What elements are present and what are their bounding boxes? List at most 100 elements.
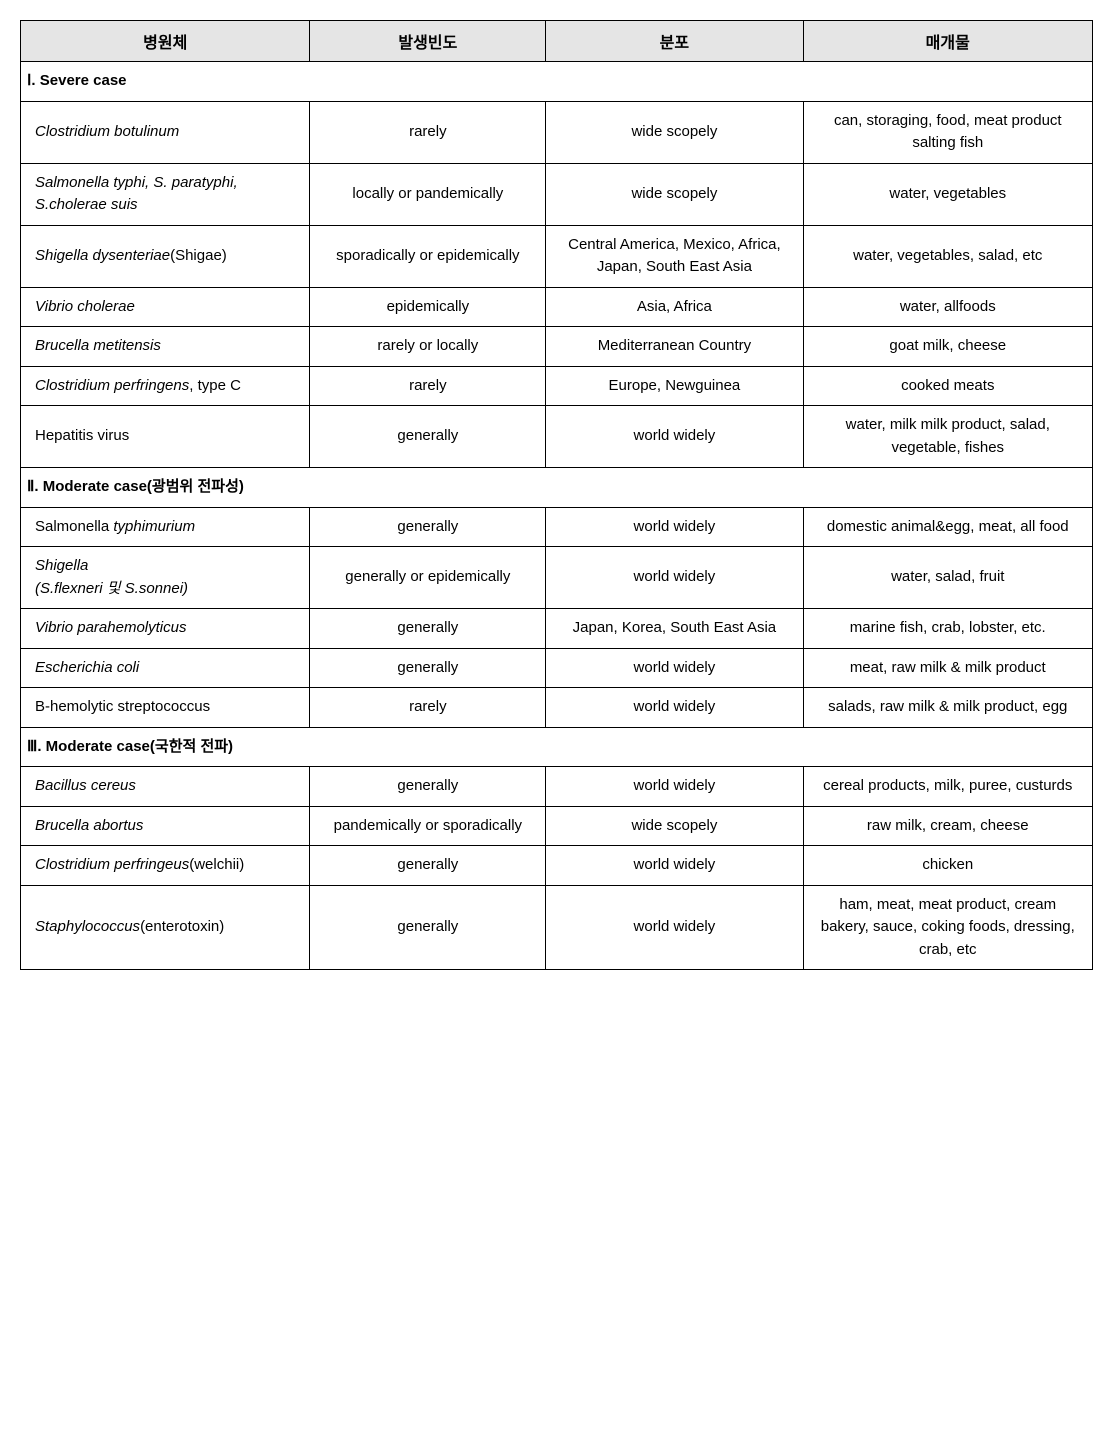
table-row: B-hemolytic streptococcusrarelyworld wid… bbox=[21, 688, 1093, 728]
pathogen-italic: Clostridium perfringeus bbox=[35, 856, 189, 873]
cell-frequency: rarely bbox=[310, 366, 546, 406]
table-row: Hepatitis virusgenerallyworld widelywate… bbox=[21, 406, 1093, 468]
pathogen-italic: Brucella abortus bbox=[35, 817, 143, 834]
cell-vehicle: water, milk milk product, salad, vegetab… bbox=[803, 406, 1092, 468]
pathogen-italic: Salmonella typhi, S. paratyphi, S.choler… bbox=[35, 174, 238, 214]
table-header: 병원체 발생빈도 분포 매개물 bbox=[21, 21, 1093, 62]
cell-pathogen: Shigella dysenteriae(Shigae) bbox=[21, 225, 310, 287]
cell-pathogen: Hepatitis virus bbox=[21, 406, 310, 468]
cell-vehicle: cereal products, milk, puree, custurds bbox=[803, 767, 1092, 807]
cell-frequency: generally bbox=[310, 609, 546, 649]
pathogen-text: Salmonella bbox=[35, 518, 113, 535]
cell-vehicle: ham, meat, meat product, cream bakery, s… bbox=[803, 885, 1092, 970]
cell-vehicle: water, allfoods bbox=[803, 287, 1092, 327]
table-row: Shigella(S.flexneri 및 S.sonnei)generally… bbox=[21, 547, 1093, 609]
pathogen-italic: Clostridium botulinum bbox=[35, 123, 179, 140]
section-title: Ⅲ. Moderate case(국한적 전파) bbox=[21, 727, 1093, 767]
cell-pathogen: Escherichia coli bbox=[21, 648, 310, 688]
cell-frequency: rarely or locally bbox=[310, 327, 546, 367]
pathogen-text: (enterotoxin) bbox=[140, 918, 224, 935]
pathogen-text: , type C bbox=[189, 377, 241, 394]
pathogen-italic: Escherichia coli bbox=[35, 659, 139, 676]
cell-pathogen: Vibrio cholerae bbox=[21, 287, 310, 327]
cell-pathogen: Clostridium botulinum bbox=[21, 101, 310, 163]
cell-distribution: world widely bbox=[546, 885, 803, 970]
cell-vehicle: raw milk, cream, cheese bbox=[803, 806, 1092, 846]
pathogen-italic: Clostridium perfringens bbox=[35, 377, 189, 394]
table-row: Clostridium perfringeus(welchii)generall… bbox=[21, 846, 1093, 886]
cell-frequency: generally bbox=[310, 648, 546, 688]
pathogen-table: 병원체 발생빈도 분포 매개물 Ⅰ. Severe caseClostridiu… bbox=[20, 20, 1093, 970]
cell-frequency: generally bbox=[310, 507, 546, 547]
table-row: Shigella dysenteriae(Shigae)sporadically… bbox=[21, 225, 1093, 287]
cell-frequency: locally or pandemically bbox=[310, 163, 546, 225]
cell-vehicle: chicken bbox=[803, 846, 1092, 886]
cell-pathogen: Clostridium perfringeus(welchii) bbox=[21, 846, 310, 886]
cell-frequency: rarely bbox=[310, 688, 546, 728]
cell-distribution: world widely bbox=[546, 507, 803, 547]
cell-distribution: Europe, Newguinea bbox=[546, 366, 803, 406]
col-header-vehicle: 매개물 bbox=[803, 21, 1092, 62]
cell-distribution: Mediterranean Country bbox=[546, 327, 803, 367]
cell-vehicle: cooked meats bbox=[803, 366, 1092, 406]
pathogen-italic: Staphylococcus bbox=[35, 918, 140, 935]
cell-frequency: sporadically or epidemically bbox=[310, 225, 546, 287]
cell-distribution: world widely bbox=[546, 648, 803, 688]
cell-frequency: rarely bbox=[310, 101, 546, 163]
col-header-pathogen: 병원체 bbox=[21, 21, 310, 62]
table-row: Clostridium perfringens, type CrarelyEur… bbox=[21, 366, 1093, 406]
pathogen-italic: (S.flexneri 및 S.sonnei) bbox=[35, 580, 188, 597]
cell-distribution: world widely bbox=[546, 767, 803, 807]
table-row: Bacillus cereus generallyworld widelycere… bbox=[21, 767, 1093, 807]
col-header-dist: 분포 bbox=[546, 21, 803, 62]
cell-frequency: generally bbox=[310, 885, 546, 970]
cell-vehicle: goat milk, cheese bbox=[803, 327, 1092, 367]
pathogen-italic: Brucella metitensis bbox=[35, 337, 161, 354]
table-row: Escherichia coli generallyworld widelymea… bbox=[21, 648, 1093, 688]
cell-frequency: pandemically or sporadically bbox=[310, 806, 546, 846]
pathogen-text: (welchii) bbox=[189, 856, 244, 873]
cell-distribution: wide scopely bbox=[546, 806, 803, 846]
cell-vehicle: water, vegetables, salad, etc bbox=[803, 225, 1092, 287]
table-row: Clostridium botulinum rarelywide scopelyc… bbox=[21, 101, 1093, 163]
cell-vehicle: can, storaging, food, meat product salti… bbox=[803, 101, 1092, 163]
cell-pathogen: Shigella(S.flexneri 및 S.sonnei) bbox=[21, 547, 310, 609]
pathogen-italic: Vibrio cholerae bbox=[35, 298, 135, 315]
pathogen-italic: Shigella dysenteriae bbox=[35, 247, 170, 264]
section-title: Ⅰ. Severe case bbox=[21, 62, 1093, 102]
cell-pathogen: B-hemolytic streptococcus bbox=[21, 688, 310, 728]
cell-distribution: Asia, Africa bbox=[546, 287, 803, 327]
table-row: Vibrio cholerae epidemicallyAsia, Africaw… bbox=[21, 287, 1093, 327]
cell-distribution: world widely bbox=[546, 846, 803, 886]
cell-frequency: generally or epidemically bbox=[310, 547, 546, 609]
cell-vehicle: meat, raw milk & milk product bbox=[803, 648, 1092, 688]
col-header-freq: 발생빈도 bbox=[310, 21, 546, 62]
cell-frequency: generally bbox=[310, 767, 546, 807]
pathogen-italic: Bacillus cereus bbox=[35, 777, 136, 794]
cell-distribution: world widely bbox=[546, 688, 803, 728]
cell-vehicle: water, salad, fruit bbox=[803, 547, 1092, 609]
cell-frequency: generally bbox=[310, 846, 546, 886]
pathogen-text: (Shigae) bbox=[170, 247, 227, 264]
cell-vehicle: salads, raw milk & milk product, egg bbox=[803, 688, 1092, 728]
cell-pathogen: Bacillus cereus bbox=[21, 767, 310, 807]
cell-distribution: Central America, Mexico, Africa, Japan, … bbox=[546, 225, 803, 287]
cell-distribution: wide scopely bbox=[546, 101, 803, 163]
cell-pathogen: Salmonella typhimurium bbox=[21, 507, 310, 547]
cell-pathogen: Brucella abortus bbox=[21, 806, 310, 846]
table-row: Brucella metitensis rarely or locallyMedi… bbox=[21, 327, 1093, 367]
cell-vehicle: marine fish, crab, lobster, etc. bbox=[803, 609, 1092, 649]
pathogen-italic: typhimurium bbox=[113, 518, 195, 535]
table-row: Brucella abortus pandemically or sporadic… bbox=[21, 806, 1093, 846]
cell-pathogen: Clostridium perfringens, type C bbox=[21, 366, 310, 406]
cell-distribution: world widely bbox=[546, 406, 803, 468]
cell-vehicle: water, vegetables bbox=[803, 163, 1092, 225]
cell-frequency: epidemically bbox=[310, 287, 546, 327]
table-body: Ⅰ. Severe case Clostridium botulinum rarel… bbox=[21, 62, 1093, 970]
table-row: Salmonella typhi, S. paratyphi, S.choler… bbox=[21, 163, 1093, 225]
cell-pathogen: Salmonella typhi, S. paratyphi, S.choler… bbox=[21, 163, 310, 225]
table-row: Staphylococcus(enterotoxin)generallyworl… bbox=[21, 885, 1093, 970]
cell-pathogen: Staphylococcus(enterotoxin) bbox=[21, 885, 310, 970]
section-title: Ⅱ. Moderate case(광범위 전파성) bbox=[21, 468, 1093, 508]
pathogen-italic: Vibrio parahemolyticus bbox=[35, 619, 186, 636]
